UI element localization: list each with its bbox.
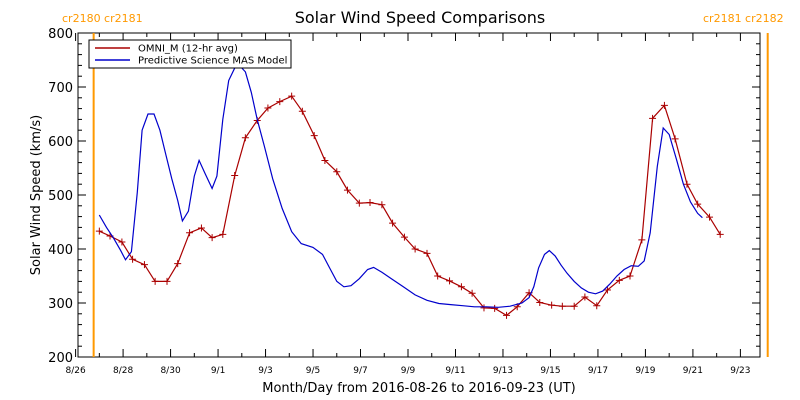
data-point-marker [683, 180, 691, 188]
data-point-marker [321, 156, 329, 164]
data-point-marker [457, 283, 465, 291]
data-point-marker [163, 277, 171, 285]
x-tick-label: 8/26 [65, 366, 85, 376]
data-point-marker [343, 186, 351, 194]
data-point-marker [389, 219, 397, 227]
data-point-marker [446, 277, 454, 285]
data-point-marker [95, 227, 103, 235]
data-point-marker [151, 277, 159, 285]
data-point-marker [174, 260, 182, 268]
data-point-marker [660, 101, 668, 109]
data-point-marker [186, 229, 194, 237]
data-point-marker [694, 200, 702, 208]
x-tick-label: 9/11 [445, 366, 465, 376]
data-point-marker [400, 233, 408, 241]
y-tick-label: 800 [48, 27, 73, 42]
x-tick-label: 9/13 [493, 366, 513, 376]
x-tick-label: 9/15 [540, 366, 560, 376]
data-point-marker [593, 302, 601, 310]
x-tick-label: 9/19 [635, 366, 655, 376]
data-point-marker [310, 132, 318, 140]
legend-box [88, 39, 292, 69]
data-point-marker [241, 134, 249, 142]
data-point-marker [129, 255, 137, 263]
y-tick-label: 600 [48, 135, 73, 150]
x-tick-label: 9/5 [306, 366, 320, 376]
data-point-marker [671, 135, 679, 143]
data-point-marker [706, 213, 714, 221]
x-tick-label: 9/3 [258, 366, 272, 376]
data-point-marker [298, 107, 306, 115]
y-tick-label: 400 [48, 243, 73, 258]
plot-frame [77, 32, 761, 358]
data-point-marker [411, 245, 419, 253]
y-tick-label: 700 [48, 81, 73, 96]
data-point-marker [288, 92, 296, 100]
data-point-marker [615, 276, 623, 284]
data-point-marker [423, 249, 431, 257]
data-point-marker [333, 168, 341, 176]
data-point-marker [378, 201, 386, 209]
x-tick-label: 9/17 [588, 366, 608, 376]
data-point-marker [581, 293, 589, 301]
data-point-marker [197, 224, 205, 232]
y-tick-label: 300 [48, 297, 73, 312]
data-point-marker [219, 230, 227, 238]
x-tick-label: 9/1 [211, 366, 225, 376]
data-point-marker [140, 261, 148, 269]
data-point-marker [548, 301, 556, 309]
legend: OMNI_M (12-hr avg)Predictive Science MAS… [88, 39, 292, 69]
data-point-marker [603, 286, 611, 294]
data-point-marker [264, 104, 272, 112]
data-point-marker [468, 289, 476, 297]
carrington-label: cr2180 cr2181 [62, 12, 143, 25]
y-axis-label: Solar Wind Speed (km/s) [29, 115, 44, 275]
data-point-marker [208, 234, 216, 242]
x-tick-label: 9/9 [401, 366, 416, 376]
data-point-marker [355, 199, 363, 207]
series-line-omni [99, 95, 721, 317]
data-point-marker [558, 302, 566, 310]
series-line-mas-model [98, 64, 703, 308]
y-tick-label: 500 [48, 189, 73, 204]
data-point-marker [716, 230, 724, 238]
data-point-marker [638, 236, 646, 244]
data-point-marker [434, 272, 442, 280]
data-point-marker [503, 311, 511, 319]
data-point-marker [626, 272, 634, 280]
data-point-marker [480, 304, 488, 312]
data-point-marker [649, 114, 657, 122]
data-point-marker [366, 199, 374, 207]
chart-title: Solar Wind Speed Comparisons [295, 8, 546, 27]
series-group [95, 64, 724, 319]
data-point-marker [491, 304, 499, 312]
legend-entry-label: Predictive Science MAS Model [138, 56, 287, 67]
data-point-marker [276, 98, 284, 106]
carrington-label: cr2181 cr2182 [703, 12, 784, 25]
x-tick-label: 8/30 [160, 366, 180, 376]
x-tick-label: 9/23 [730, 366, 750, 376]
carrington-markers: cr2180 cr2181 cr2181 cr2182 [62, 12, 784, 357]
data-point-marker [118, 238, 126, 246]
data-point-marker [570, 302, 578, 310]
axes-group: 200 300 400 500 600 700 800 8/26 8/28 8/30 9/1 9/3 9… [48, 27, 760, 376]
data-point-marker [231, 172, 239, 180]
y-tick-label: 200 [48, 351, 73, 366]
x-tick-label: 9/21 [683, 366, 703, 376]
legend-entry-label: OMNI_M (12-hr avg) [138, 44, 238, 55]
x-tick-label: 8/28 [113, 366, 133, 376]
x-tick-label: 9/7 [353, 366, 367, 376]
x-axis-label: Month/Day from 2016-08-26 to 2016-09-23 … [262, 381, 575, 396]
data-point-marker [536, 298, 544, 306]
